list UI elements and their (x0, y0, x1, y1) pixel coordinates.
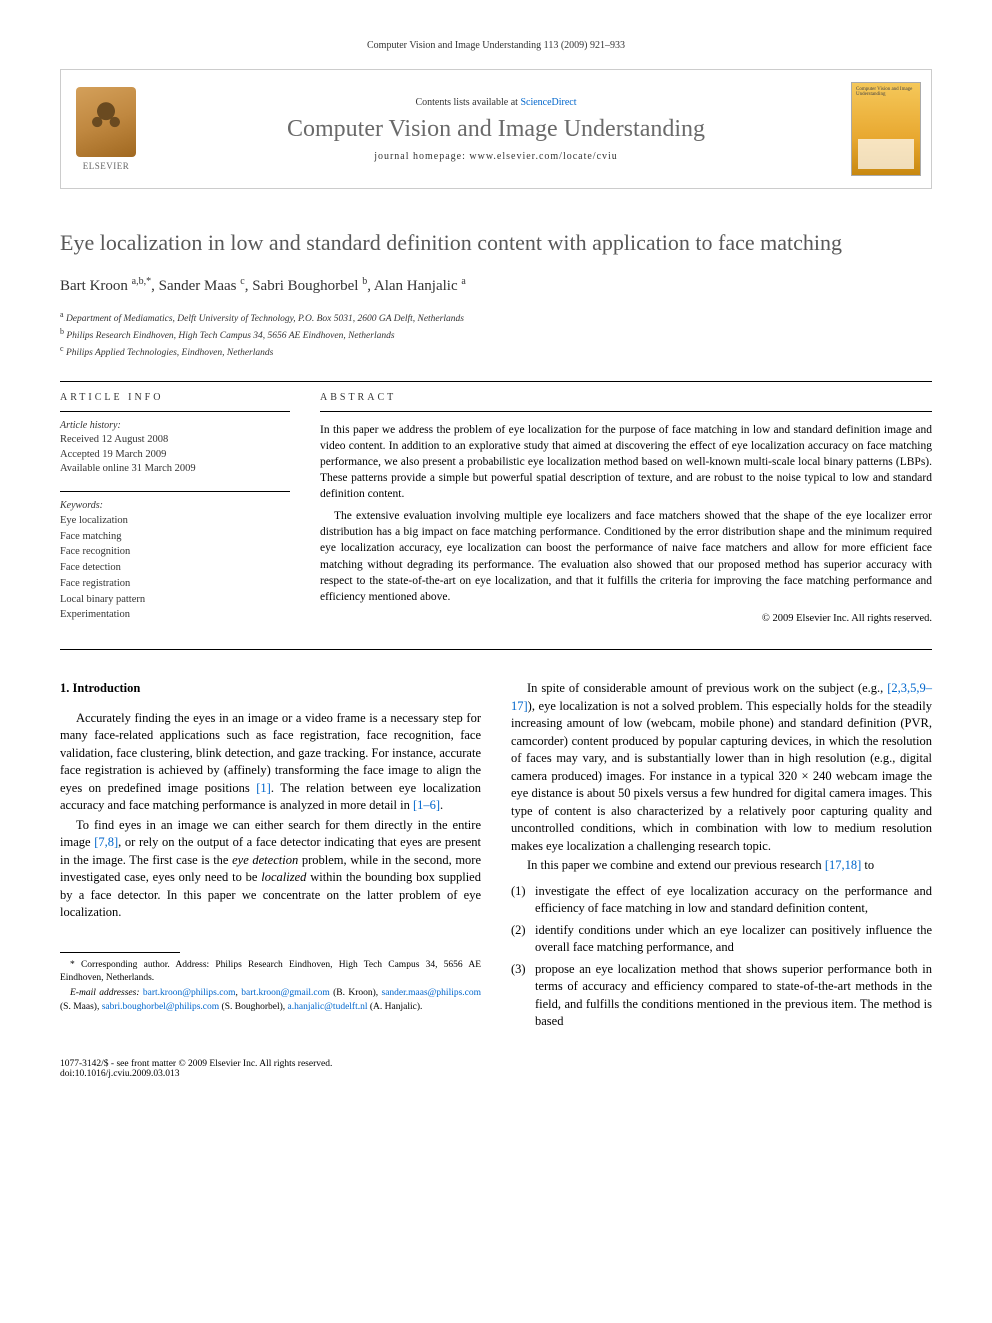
journal-banner: ELSEVIER Contents lists available at Sci… (60, 69, 932, 189)
sciencedirect-link[interactable]: ScienceDirect (520, 97, 576, 108)
keyword-item: Eye localization (60, 513, 290, 529)
contents-available-line: Contents lists available at ScienceDirec… (415, 97, 576, 108)
keywords-list: Eye localizationFace matchingFace recogn… (60, 513, 290, 623)
section-1-heading: 1. Introduction (60, 680, 481, 698)
running-header-citation: Computer Vision and Image Understanding … (60, 40, 932, 51)
body-left-paragraphs: Accurately finding the eyes in an image … (60, 710, 481, 922)
keyword-item: Face recognition (60, 544, 290, 560)
abstract-text: In this paper we address the problem of … (320, 422, 932, 605)
contribution-item: (2)identify conditions under which an ey… (535, 922, 932, 957)
body-two-column: 1. Introduction Accurately finding the e… (60, 680, 932, 1035)
abstract-column: ABSTRACT In this paper we address the pr… (320, 382, 932, 637)
affiliation-line: a Department of Mediamatics, Delft Unive… (60, 309, 932, 326)
journal-homepage-line: journal homepage: www.elsevier.com/locat… (374, 151, 618, 162)
body-paragraph: In spite of considerable amount of previ… (511, 680, 932, 855)
keyword-item: Face registration (60, 576, 290, 592)
history-line: Received 12 August 2008 (60, 433, 290, 448)
abstract-paragraph: The extensive evaluation involving multi… (320, 508, 932, 605)
keyword-item: Experimentation (60, 607, 290, 623)
body-left-column: 1. Introduction Accurately finding the e… (60, 680, 481, 1035)
article-info-heading: ARTICLE INFO (60, 392, 290, 403)
info-divider-1 (60, 411, 290, 412)
keywords-heading: Keywords: (60, 500, 290, 511)
list-item-text: investigate the effect of eye localizati… (535, 884, 932, 916)
info-abstract-row: ARTICLE INFO Article history: Received 1… (60, 382, 932, 637)
affiliation-line: b Philips Research Eindhoven, High Tech … (60, 326, 932, 343)
list-number-label: (2) (511, 922, 526, 940)
keyword-item: Face matching (60, 529, 290, 545)
history-line: Accepted 19 March 2009 (60, 448, 290, 463)
contribution-item: (3)propose an eye localization method th… (535, 961, 932, 1031)
history-line: Available online 31 March 2009 (60, 462, 290, 477)
body-right-paragraphs: In spite of considerable amount of previ… (511, 680, 932, 875)
front-matter-block: 1077-3142/$ - see front matter © 2009 El… (60, 1059, 332, 1079)
email-addresses-note: E-mail addresses: bart.kroon@philips.com… (60, 987, 481, 1014)
footnotes-block: * Corresponding author. Address: Philips… (60, 959, 481, 1014)
footnote-separator (60, 952, 180, 953)
elsevier-tree-icon (76, 87, 136, 157)
affiliations-block: a Department of Mediamatics, Delft Unive… (60, 309, 932, 361)
body-right-column: In spite of considerable amount of previ… (511, 680, 932, 1035)
body-paragraph: To find eyes in an image we can either s… (60, 817, 481, 922)
page-footer-bar: 1077-3142/$ - see front matter © 2009 El… (60, 1055, 932, 1079)
body-paragraph: Accurately finding the eyes in an image … (60, 710, 481, 815)
divider-bottom (60, 649, 932, 650)
banner-center-content: Contents lists available at ScienceDirec… (151, 70, 841, 188)
author-list: Bart Kroon a,b,*, Sander Maas c, Sabri B… (60, 276, 932, 295)
publisher-label: ELSEVIER (83, 161, 130, 171)
abstract-divider (320, 411, 932, 412)
corresponding-author-note: * Corresponding author. Address: Philips… (60, 959, 481, 986)
keyword-item: Face detection (60, 560, 290, 576)
contribution-item: (1)investigate the effect of eye localiz… (535, 883, 932, 918)
affiliation-line: c Philips Applied Technologies, Eindhove… (60, 343, 932, 360)
journal-cover-thumb: Computer Vision and Image Understanding (851, 82, 921, 176)
keyword-item: Local binary pattern (60, 592, 290, 608)
abstract-heading: ABSTRACT (320, 392, 932, 403)
info-divider-2 (60, 491, 290, 492)
email-label: E-mail addresses: (70, 988, 140, 998)
body-paragraph: In this paper we combine and extend our … (511, 857, 932, 875)
list-number-label: (3) (511, 961, 526, 979)
numbered-contribution-list: (1) investigate the effect of eye localiz… (511, 883, 932, 1031)
journal-cover-thumb-wrap: Computer Vision and Image Understanding (841, 70, 931, 188)
publisher-logo-block: ELSEVIER (61, 70, 151, 188)
list-item-text: identify conditions under which an eye l… (535, 923, 932, 955)
keywords-block: Keywords: Eye localizationFace matchingF… (60, 500, 290, 623)
front-matter-line: 1077-3142/$ - see front matter © 2009 El… (60, 1059, 332, 1069)
article-title: Eye localization in low and standard def… (60, 229, 932, 258)
article-history-heading: Article history: (60, 420, 290, 431)
article-info-column: ARTICLE INFO Article history: Received 1… (60, 382, 290, 637)
article-history-block: Article history: Received 12 August 2008… (60, 420, 290, 477)
abstract-paragraph: In this paper we address the problem of … (320, 422, 932, 502)
abstract-copyright: © 2009 Elsevier Inc. All rights reserved… (320, 613, 932, 624)
doi-line: doi:10.1016/j.cviu.2009.03.013 (60, 1069, 332, 1079)
contents-prefix: Contents lists available at (415, 97, 517, 108)
list-number-label: (1) (511, 883, 526, 901)
article-history-lines: Received 12 August 2008Accepted 19 March… (60, 433, 290, 477)
journal-name: Computer Vision and Image Understanding (287, 116, 705, 143)
list-item-text: propose an eye localization method that … (535, 962, 932, 1029)
